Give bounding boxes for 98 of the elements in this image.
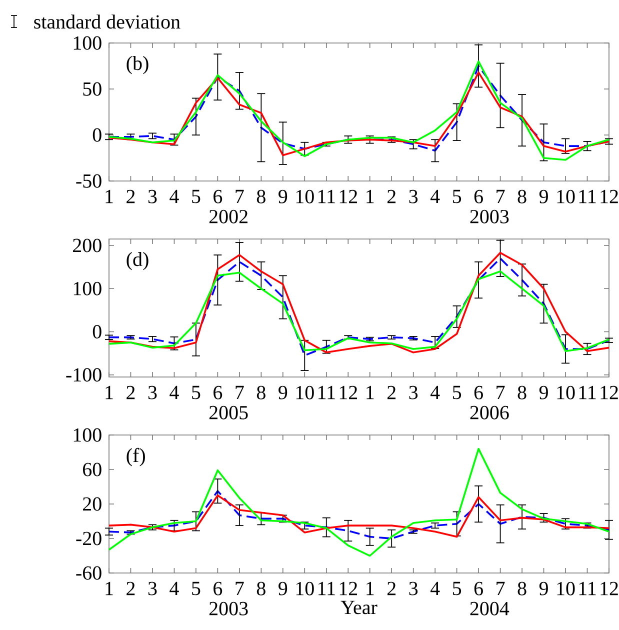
text: standard deviation — [34, 14, 180, 29]
x-tick-label: 4 — [430, 190, 440, 204]
x-tick-label: 11 — [579, 582, 596, 596]
x-tick-label: 6 — [474, 582, 483, 596]
y-tick-label: 200 — [73, 238, 102, 252]
x-tick-label: 7 — [496, 386, 505, 399]
x-tick-label: 12 — [340, 386, 358, 400]
y-tick-label: -60 — [76, 566, 102, 580]
x-tick-label: 7 — [236, 582, 244, 595]
text: 2003 — [470, 210, 509, 224]
y-tick-label: 100 — [74, 428, 102, 442]
line-series — [108, 270, 610, 352]
x-tick-label: 8 — [256, 582, 266, 596]
x-tick-label: 5 — [192, 582, 200, 596]
x-tick-label: 7 — [236, 386, 244, 399]
x-tick-label: 5 — [452, 190, 462, 204]
text: 2006 — [470, 406, 509, 420]
x-tick-label: 5 — [452, 386, 462, 400]
x-tick-label: 8 — [256, 190, 266, 204]
x-axis-title: Year — [340, 600, 378, 614]
x-tick-label: 9 — [539, 190, 548, 204]
text: 2005 — [209, 406, 248, 420]
x-tick-label: 10 — [557, 582, 575, 596]
x-tick-label: 4 — [430, 582, 440, 596]
y-tick-label: -20 — [76, 532, 102, 546]
x-tick-label: 8 — [256, 386, 266, 400]
x-tick-label: 11 — [579, 190, 596, 204]
text: 2004 — [470, 602, 510, 616]
x-tick-label: 10 — [296, 190, 314, 204]
x-tick-label: 11 — [318, 386, 335, 400]
x-tick-label: 10 — [557, 190, 575, 204]
x-tick-label: 4 — [170, 582, 179, 596]
x-tick-label: 7 — [236, 190, 244, 203]
x-tick-label: 12 — [600, 190, 618, 204]
x-tick-label: 4 — [170, 386, 179, 400]
x-tick-label: 11 — [579, 386, 596, 400]
x-tick-label: 1 — [366, 190, 374, 204]
x-tick-label: 2 — [387, 190, 396, 204]
x-tick-label: 10 — [296, 386, 314, 400]
x-tick-label: 1 — [106, 386, 113, 400]
text: 2002 — [209, 210, 248, 224]
x-tick-label: 4 — [430, 386, 440, 400]
y-tick-label: -100 — [66, 368, 102, 382]
x-tick-label: 12 — [340, 190, 358, 204]
x-tick-label: 9 — [539, 582, 548, 596]
x-tick-label: 2 — [387, 582, 396, 596]
y-tick-label: -50 — [76, 174, 102, 188]
x-tick-label: 4 — [170, 190, 179, 204]
x-tick-label: 8 — [518, 386, 526, 400]
y-tick-label: 100 — [74, 282, 102, 296]
x-tick-label: 11 — [318, 582, 335, 596]
x-tick-label: 6 — [214, 582, 222, 596]
x-tick-label: 10 — [296, 582, 314, 596]
x-tick-label: 2 — [126, 386, 135, 400]
x-tick-label: 3 — [148, 386, 157, 400]
x-tick-label: 3 — [148, 582, 157, 596]
y-tick-label: 20 — [83, 497, 102, 511]
x-tick-label: 9 — [278, 190, 288, 204]
x-tick-label: 3 — [409, 190, 418, 204]
text: (b) — [126, 56, 148, 74]
x-tick-label: 6 — [474, 190, 483, 204]
text: (d) — [126, 252, 148, 270]
x-tick-label: 1 — [106, 190, 113, 204]
x-tick-label: 3 — [409, 582, 418, 596]
x-tick-label: 12 — [600, 386, 618, 400]
x-tick-label: 9 — [278, 582, 288, 596]
x-tick-label: 7 — [496, 190, 505, 203]
x-tick-label: 12 — [600, 582, 618, 596]
x-tick-label: 12 — [340, 582, 358, 596]
x-tick-label: 5 — [192, 386, 200, 400]
text: (f) — [126, 448, 145, 466]
x-tick-label: 2 — [126, 582, 135, 596]
line-series — [108, 448, 610, 557]
x-tick-label: 2 — [387, 386, 396, 400]
y-tick-label: 50 — [83, 82, 102, 96]
y-tick-label: 0 — [92, 128, 102, 142]
y-tick-label: 100 — [74, 36, 102, 50]
x-tick-label: 5 — [192, 190, 200, 204]
x-tick-label: 5 — [452, 582, 462, 596]
x-tick-label: 6 — [474, 386, 483, 400]
x-tick-label: 6 — [214, 190, 222, 204]
x-tick-label: 1 — [366, 386, 374, 400]
x-tick-label: 10 — [557, 386, 575, 400]
x-tick-label: 8 — [518, 190, 526, 204]
y-tick-label: 60 — [82, 462, 102, 476]
x-tick-label: 1 — [366, 582, 374, 596]
x-tick-label: 2 — [126, 190, 135, 204]
x-tick-label: 11 — [318, 190, 335, 204]
x-tick-label: 8 — [518, 582, 526, 596]
x-tick-label: 7 — [496, 582, 505, 595]
x-tick-label: 6 — [214, 386, 222, 400]
x-tick-label: 9 — [278, 386, 288, 400]
x-tick-label: 3 — [409, 386, 418, 400]
x-tick-label: 9 — [539, 386, 548, 400]
y-tick-label: 0 — [92, 324, 102, 338]
x-tick-label: 3 — [148, 190, 157, 204]
x-tick-label: 1 — [106, 582, 113, 596]
text: 2003 — [209, 602, 248, 616]
